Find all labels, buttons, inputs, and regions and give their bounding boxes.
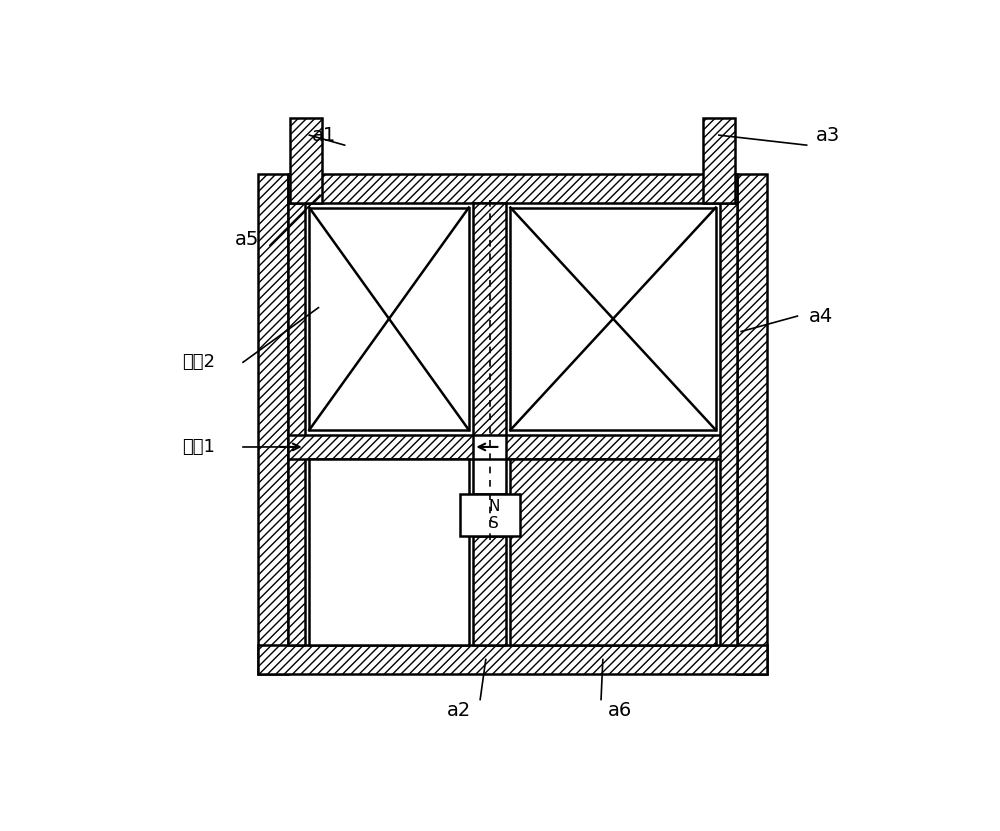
Bar [473,203,506,435]
Bar [510,208,716,430]
Bar [288,174,737,203]
Text: 磁路2: 磁路2 [182,353,215,371]
Bar [703,118,735,203]
Bar [258,174,288,674]
Bar [473,460,506,494]
Bar [720,203,737,645]
Text: S: S [489,516,499,531]
Bar [473,536,506,645]
Bar [737,174,767,674]
Bar [309,460,469,645]
Bar [309,208,469,430]
Text: a2: a2 [446,701,471,720]
Text: a1: a1 [312,125,336,145]
Bar [506,435,737,460]
Bar [460,494,520,536]
Text: a4: a4 [808,307,833,326]
Text: a6: a6 [608,701,632,720]
Text: a5: a5 [235,229,259,248]
Bar [510,460,716,645]
Bar [288,435,473,460]
Text: a3: a3 [816,125,840,145]
Bar [290,118,322,203]
Text: N: N [489,499,500,514]
Bar [288,203,305,645]
Bar [258,645,767,674]
Text: 磁路1: 磁路1 [182,438,215,456]
